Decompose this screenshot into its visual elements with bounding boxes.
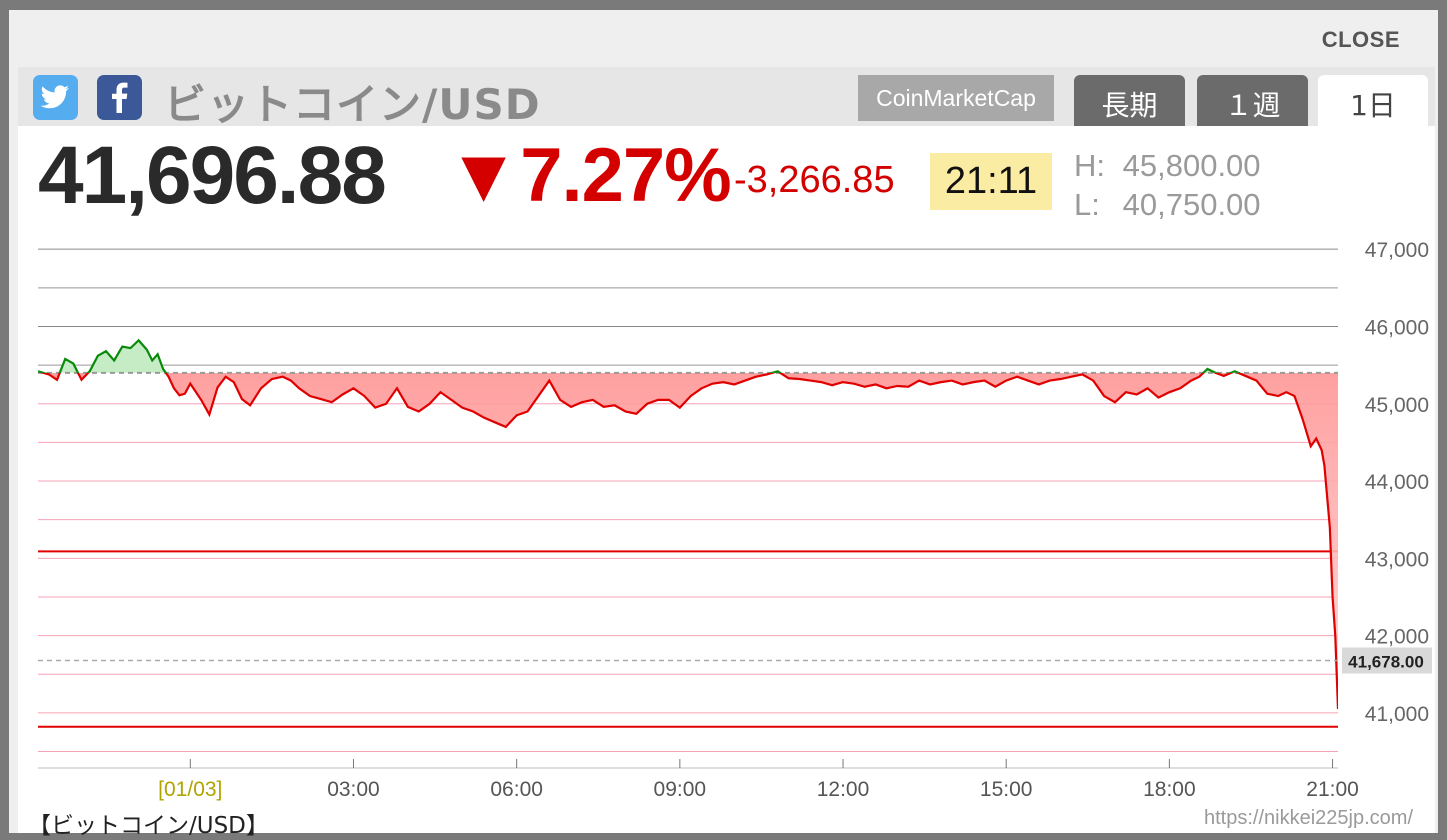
low-label: L: [1074,187,1100,222]
change-percent: ▼7.27% [446,133,732,218]
tab-1-day[interactable]: 1日 [1318,75,1428,127]
intraday-chart: 41,678.00 41,000 42,000 43,000 44,000 45,000 4… [38,239,1432,801]
high-value: 45,800.00 [1122,148,1261,183]
x-tick-label: 03:00 [327,778,380,801]
facebook-icon [112,82,128,113]
twitter-icon [40,85,69,109]
current-price-tag [1342,647,1432,674]
tab-1-week[interactable]: １週 [1197,75,1308,126]
quote-time: 21:11 [930,153,1052,210]
y-tick-label: 41,000 [1365,703,1429,726]
instrument-title: ビットコイン/USD [164,80,541,129]
chart-caption: 【ビットコイン/USD】 [28,813,269,839]
price-line-down [39,372,1338,710]
y-tick-label: 44,000 [1365,471,1429,494]
day-high: H: 45,800.00 [1074,147,1261,185]
twitter-share-button[interactable] [33,75,78,120]
y-tick-label: 42,000 [1365,626,1429,649]
y-tick-label: 43,000 [1365,548,1429,571]
x-tick-label: 21:00 [1306,778,1359,801]
y-tick-label: 46,000 [1365,316,1429,339]
chart-card: ビットコイン/USD CoinMarketCap 長期 １週 1日 41,696… [18,67,1435,839]
current-price-label: 41,678.00 [1348,653,1424,672]
x-tick-label: 06:00 [490,778,543,801]
high-label: H: [1074,148,1105,183]
source-button[interactable]: CoinMarketCap [858,75,1054,121]
close-button[interactable]: CLOSE [1321,27,1400,52]
x-tick-label: 18:00 [1143,778,1196,801]
x-tick-label: 12:00 [817,778,870,801]
up-area [38,340,1239,373]
chart-header: ビットコイン/USD CoinMarketCap 長期 １週 1日 [18,67,1435,129]
low-value: 40,750.00 [1122,187,1261,222]
x-tick-label: [01/03] [158,778,222,801]
facebook-share-button[interactable] [97,75,142,120]
x-tick-label: 15:00 [980,778,1033,801]
chart-modal: CLOSE ビットコイン/USD CoinMarketCap 長期 １週 1日 … [9,10,1438,839]
down-area [38,372,1338,710]
last-price: 41,696.88 [38,130,387,221]
site-credit: https://nikkei225jp.com/ [1204,807,1413,829]
day-low: L: 40,750.00 [1074,186,1261,224]
change-amount: -3,266.85 [734,159,895,201]
tab-long-term[interactable]: 長期 [1074,75,1185,126]
y-tick-label: 47,000 [1365,239,1429,262]
y-tick-label: 45,000 [1365,394,1429,417]
x-tick-label: 09:00 [654,778,707,801]
